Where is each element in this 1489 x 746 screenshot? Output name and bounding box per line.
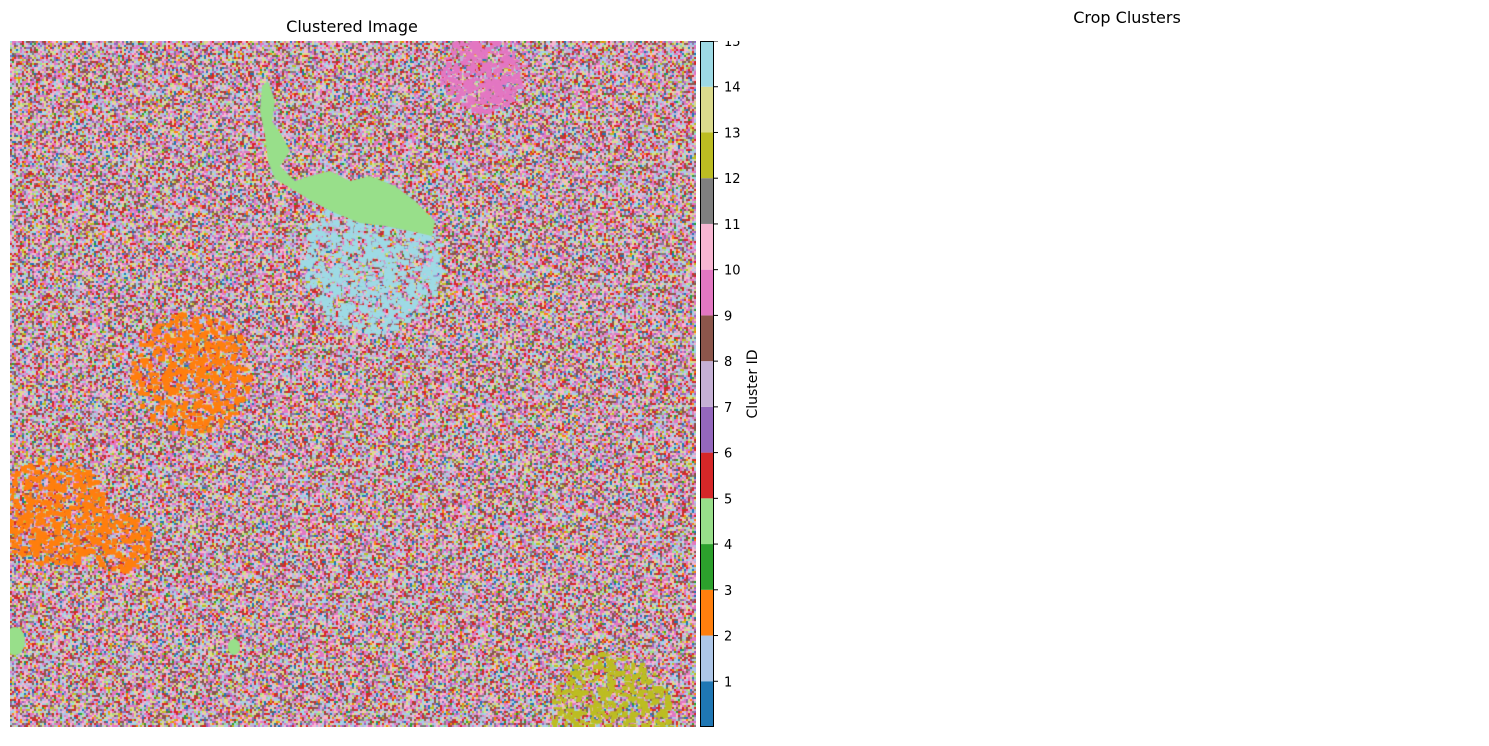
colorbar-segment-14 (700, 86, 714, 133)
colorbar-tick-label-4: 4 (724, 538, 732, 553)
colorbar-tick-label-10: 10 (724, 264, 741, 279)
colorbar-segment-5 (700, 498, 714, 545)
colorbar-tick-label-1: 1 (724, 675, 732, 690)
colorbar-tick-label-15: 15 (724, 41, 741, 50)
colorbar-tick-label-7: 7 (724, 401, 732, 416)
colorbar-segment-1 (700, 681, 714, 727)
colorbar-segment-10 (700, 269, 714, 316)
colorbar-tick-label-5: 5 (724, 492, 732, 507)
colorbar-tick-label-8: 8 (724, 355, 732, 370)
clustered-image-heatmap (10, 41, 696, 727)
colorbar-tick-label-3: 3 (724, 584, 732, 599)
colorbar-tick-label-13: 13 (724, 126, 741, 141)
chart-title-crop-clusters: Crop Clusters (1073, 8, 1181, 27)
colorbar-segment-2 (700, 635, 714, 682)
colorbar-tick-label-14: 14 (724, 81, 741, 96)
colorbar-label: Cluster ID (745, 349, 761, 418)
colorbar-tick-label-11: 11 (724, 218, 741, 233)
colorbar-segment-13 (700, 132, 714, 179)
colorbar-segment-11 (700, 223, 714, 270)
chart-title-clustered-image: Clustered Image (286, 17, 418, 36)
colorbar-segment-9 (700, 315, 714, 362)
colorbar-tick-label-2: 2 (724, 630, 732, 645)
colorbar-segment-12 (700, 178, 714, 224)
colorbar-segment-8 (700, 361, 714, 407)
colorbar-segment-6 (700, 452, 714, 499)
colorbar-segment-7 (700, 406, 714, 453)
cluster-raster (10, 41, 696, 727)
colorbar-tick-label-6: 6 (724, 447, 732, 462)
colorbar-frame (700, 41, 714, 727)
colorbar-tick-label-9: 9 (724, 309, 732, 324)
colorbar-segment-3 (700, 589, 714, 636)
colorbar-segment-4 (700, 544, 714, 590)
colorbar-tick-label-12: 12 (724, 172, 741, 187)
colorbar-segment-15 (700, 41, 714, 87)
